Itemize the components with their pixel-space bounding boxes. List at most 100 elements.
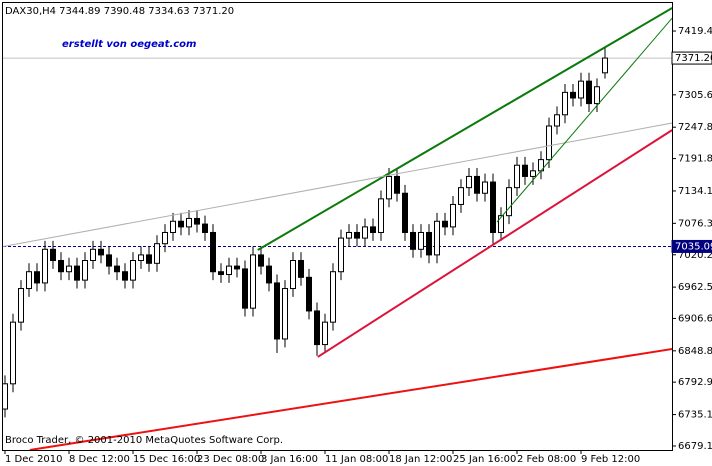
candle-body [562, 91, 568, 116]
candle-body [346, 231, 352, 239]
candle-body [378, 198, 384, 233]
y-tick-label: 6906.60 [678, 313, 712, 324]
candle-body [314, 310, 320, 346]
y-tick-label: 7247.85 [678, 122, 712, 133]
candle-body [34, 271, 40, 284]
trendline [29, 348, 672, 450]
candle-body [146, 254, 152, 264]
y-tick-label: 7134.10 [678, 186, 712, 197]
candle-body [506, 187, 512, 217]
candle-body [58, 260, 64, 273]
candle-body [66, 265, 72, 273]
x-tick-label: 9 Feb 12:00 [581, 454, 640, 465]
candle-body [98, 248, 104, 256]
annotation: erstellt von oegeat.com [62, 39, 196, 50]
candle-body [138, 254, 144, 262]
candle-body [258, 254, 264, 267]
candle-body [330, 271, 336, 323]
candle-body [418, 231, 424, 250]
x-tick-label: 18 Jan 12:00 [389, 454, 452, 465]
candle-body [458, 187, 464, 205]
candle-body [202, 223, 208, 233]
price-label: 7035.09 [675, 241, 712, 252]
y-tick-label: 6848.85 [678, 346, 712, 357]
x-tick-label: 8 Dec 12:00 [69, 454, 130, 465]
price-label: 7371.20 [675, 53, 712, 64]
candle-body [266, 265, 272, 284]
candle-body [426, 231, 432, 256]
candle-body [26, 271, 32, 290]
candle-body [578, 80, 584, 99]
candle-body [394, 175, 400, 194]
y-tick-label: 6679.10 [678, 441, 712, 452]
candle-body [250, 254, 256, 309]
candle-body [402, 192, 408, 233]
candle-body [114, 265, 120, 273]
candle-body [410, 231, 416, 250]
candle-body [10, 321, 16, 385]
candle-body [474, 175, 480, 194]
x-tick-label: 25 Jan 16:00 [453, 454, 516, 465]
x-tick-label: 23 Dec 08:00 [197, 454, 264, 465]
candle-body [290, 260, 296, 290]
candle-body [170, 220, 176, 233]
candle-body [226, 265, 232, 276]
candle-body [194, 217, 200, 225]
candle-body [82, 260, 88, 281]
x-tick-label: 15 Dec 16:00 [133, 454, 200, 465]
candle-body [546, 125, 552, 161]
trendline [496, 17, 672, 223]
candle-body [490, 181, 496, 233]
candle-body [282, 288, 288, 340]
candle-body [530, 170, 536, 177]
candle-body [570, 91, 576, 99]
y-tick-label: 7419.45 [678, 26, 712, 37]
y-tick-label: 7305.60 [678, 90, 712, 101]
candle-body [122, 271, 128, 281]
candle-body [498, 215, 504, 233]
candle-body [186, 217, 192, 228]
candle-body [18, 288, 24, 323]
plot-frame [2, 2, 673, 451]
x-tick-label: 3 Jan 16:00 [261, 454, 318, 465]
y-tick-label: 7020.25 [678, 250, 712, 261]
y-tick-label: 6962.50 [678, 282, 712, 293]
candle-body [514, 164, 520, 189]
candle-body [162, 231, 168, 245]
trendline [257, 7, 672, 251]
trendline [3, 122, 672, 247]
candle-body [602, 57, 608, 74]
candle-body [50, 248, 56, 262]
candle-body [210, 231, 216, 273]
candle-body [218, 271, 224, 276]
candle-body [234, 265, 240, 270]
candle-body [338, 237, 344, 273]
x-tick-label: 1 Dec 2010 [5, 454, 63, 465]
y-tick-label: 7076.35 [678, 218, 712, 229]
candle-body [442, 220, 448, 228]
candle-body [90, 248, 96, 262]
candle-body [3, 383, 8, 410]
candle-body [482, 181, 488, 194]
candle-body [554, 114, 560, 127]
candle-body [362, 226, 368, 239]
candle-body [434, 220, 440, 256]
candle-body [322, 321, 328, 346]
candle-body [106, 254, 112, 267]
chart-title: DAX30,H4 7344.89 7390.48 7334.63 7371.20 [5, 6, 234, 17]
candle-body [466, 175, 472, 189]
candle-body [178, 220, 184, 228]
candle-body [130, 260, 136, 281]
candle-body [274, 282, 280, 340]
candle-body [586, 80, 592, 105]
candle-body [522, 164, 528, 177]
price-label-box [671, 51, 712, 65]
footer: Broco Trader, © 2001-2010 MetaQuotes Sof… [5, 435, 283, 446]
price-label-box [671, 239, 712, 253]
candle-body [450, 203, 456, 228]
y-tick-label: 6792.95 [678, 377, 712, 388]
candle-body [242, 268, 248, 309]
y-tick-label: 7191.85 [678, 154, 712, 165]
trendline [317, 129, 672, 358]
